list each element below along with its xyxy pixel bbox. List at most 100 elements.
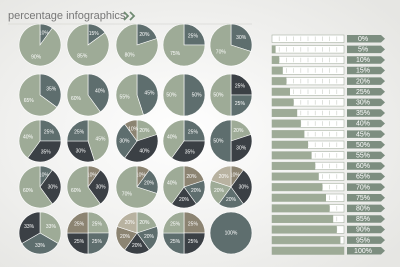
pie-label: 25% xyxy=(188,33,199,39)
bar xyxy=(272,215,334,223)
title-chevrons xyxy=(123,11,136,21)
pie-slice xyxy=(66,232,89,255)
bar-tag xyxy=(347,119,385,128)
pie-slice xyxy=(39,169,62,205)
pie-label: 20% xyxy=(139,128,150,134)
pie-label: 25% xyxy=(74,129,85,135)
bar-label: 85% xyxy=(356,216,370,223)
pie-slice xyxy=(230,23,253,52)
pie-label: 33% xyxy=(24,224,35,230)
pie-slice xyxy=(66,119,89,142)
pie-slice xyxy=(162,23,206,67)
pie-slice xyxy=(18,165,53,209)
pie-slice xyxy=(39,73,62,108)
pie-label: 10% xyxy=(39,30,50,36)
pie-label: 25% xyxy=(188,221,199,227)
pie-slice xyxy=(87,169,110,205)
pie-slice xyxy=(209,23,252,67)
bar-tag xyxy=(347,194,385,202)
pie-label: 10% xyxy=(230,172,241,178)
pie-label: 100% xyxy=(225,230,238,236)
pie-label: 50% xyxy=(213,138,224,144)
pie-label: 20% xyxy=(132,243,143,249)
pie-label: 25% xyxy=(44,129,55,135)
pie-label: 30% xyxy=(48,184,59,190)
pie-label: 20% xyxy=(226,197,237,203)
bar-label: 5% xyxy=(358,46,368,53)
pie-slice xyxy=(230,134,253,163)
pie-slice xyxy=(87,119,110,162)
pie-label: 90% xyxy=(31,54,42,60)
pie-label: 65% xyxy=(24,98,35,104)
pie-slice xyxy=(18,73,58,117)
bar-label: 60% xyxy=(356,163,370,170)
pie-label: 20% xyxy=(144,180,155,186)
bar-tag xyxy=(347,247,385,255)
bar xyxy=(272,98,294,107)
pie-label: 30% xyxy=(96,184,107,190)
bar xyxy=(272,247,344,255)
pie-slice xyxy=(116,211,138,234)
bar-tag xyxy=(347,45,385,54)
pie-slice xyxy=(171,140,206,163)
pie-slice xyxy=(87,211,110,234)
pie-label: 10% xyxy=(87,172,98,178)
pie-label: 35% xyxy=(41,150,52,156)
pie-label: 30% xyxy=(119,138,130,144)
pie-label: 55% xyxy=(120,94,131,100)
bar xyxy=(272,77,287,85)
bar-label: 100% xyxy=(354,248,372,255)
bar xyxy=(272,151,312,160)
bar-label: 15% xyxy=(356,68,370,75)
pie-slice xyxy=(115,23,159,67)
pie-label: 45% xyxy=(95,136,106,142)
pie-label: 25% xyxy=(74,221,85,227)
bar xyxy=(272,130,305,138)
pie-label: 60% xyxy=(23,188,34,194)
bar xyxy=(272,56,280,64)
pie-label: 33% xyxy=(46,224,57,230)
pie-label: 30% xyxy=(236,35,247,41)
pie-label: 40% xyxy=(23,134,34,140)
pie-slice xyxy=(230,73,253,96)
pie-slice xyxy=(87,232,110,255)
pie-slice xyxy=(66,23,110,67)
pie-slice xyxy=(183,23,206,46)
pie-label: 10% xyxy=(136,172,147,178)
bar-label: 0% xyxy=(358,36,368,43)
bar xyxy=(272,109,298,117)
pie-label: 75% xyxy=(170,51,181,57)
bar-label: 20% xyxy=(356,78,370,85)
pie-slice xyxy=(87,73,110,113)
bar-label: 90% xyxy=(356,227,370,234)
pie-label: 20% xyxy=(214,188,225,194)
pie-label: 33% xyxy=(35,243,46,249)
bar-tag xyxy=(347,35,385,43)
bar-tag xyxy=(347,56,385,64)
pie-slice xyxy=(66,165,101,209)
pie-slice xyxy=(209,73,232,117)
pie-slice xyxy=(162,73,185,117)
pie-label: 70% xyxy=(122,192,133,198)
bar-tag xyxy=(347,172,385,181)
pie-slice xyxy=(183,119,206,142)
pie-slice xyxy=(162,165,185,205)
pie-label: 40% xyxy=(139,149,150,155)
pie-slice xyxy=(18,23,62,67)
pie-slice xyxy=(230,94,253,117)
bar-label: 50% xyxy=(356,142,370,149)
bar-tag xyxy=(347,162,385,170)
pie-label: 20% xyxy=(120,234,131,240)
pie-label: 60% xyxy=(71,188,82,194)
bar-tag xyxy=(347,109,385,117)
bar-tag xyxy=(347,88,385,96)
pie-label: 85% xyxy=(77,54,88,60)
pie-label: 20% xyxy=(219,174,230,180)
pie-label: 30% xyxy=(236,146,247,152)
bar xyxy=(272,204,330,213)
pie-slice xyxy=(21,232,59,255)
pie-label: 80% xyxy=(125,53,136,59)
bar-tag xyxy=(347,98,385,107)
pie-slice xyxy=(18,211,41,244)
